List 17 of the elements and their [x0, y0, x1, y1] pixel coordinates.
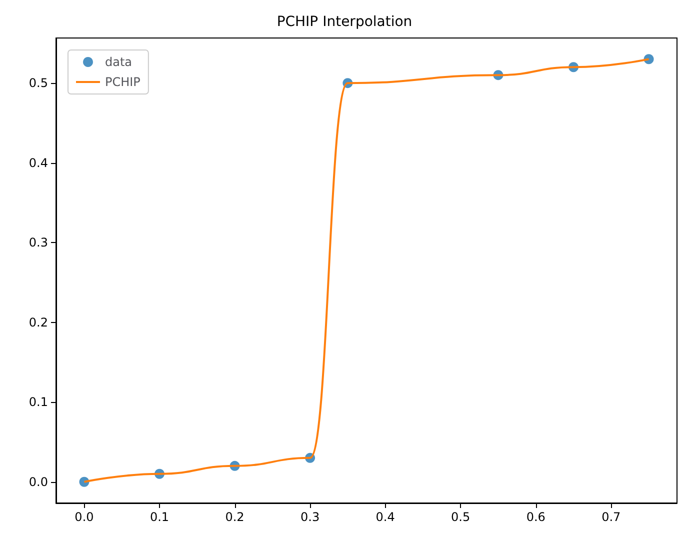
chart-title: PCHIP Interpolation [276, 14, 412, 30]
x-tick-label: 0.2 [225, 510, 244, 524]
x-tick-label: 0.7 [602, 510, 621, 524]
x-tick-label: 0.5 [451, 510, 470, 524]
x-tick-label: 0.3 [300, 510, 320, 524]
y-tick-label: 0.5 [28, 76, 48, 90]
legend-label: data [105, 55, 132, 69]
y-tick-label: 0.2 [28, 315, 48, 330]
x-tick-label: 0.1 [150, 510, 170, 524]
x-tick-label: 0.0 [74, 510, 94, 524]
legend-label: PCHIP [105, 75, 140, 89]
x-tick-label: 0.6 [526, 510, 546, 524]
y-tick-label: 0.0 [28, 474, 48, 489]
y-tick-label: 0.1 [28, 395, 48, 410]
x-tick-label: 0.4 [376, 510, 395, 524]
y-tick-label: 0.4 [28, 156, 48, 170]
y-tick-label: 0.3 [28, 236, 48, 250]
